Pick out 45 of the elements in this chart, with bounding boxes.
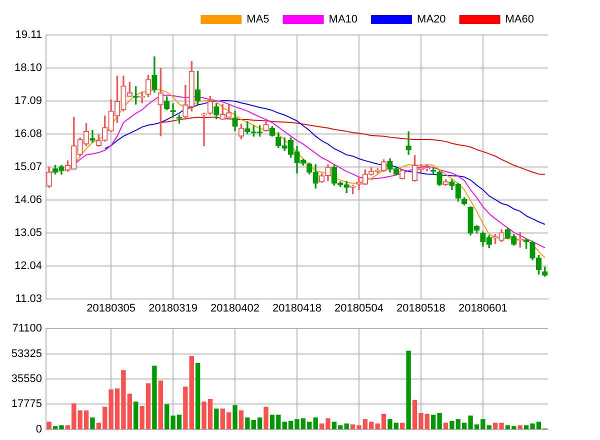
candlestick (244, 121, 250, 134)
candlestick (406, 131, 412, 155)
bar (46, 422, 52, 430)
bar (518, 425, 522, 430)
y-tick-label: 19.11 (15, 29, 42, 42)
legend-label: MA20 (417, 14, 446, 26)
y-tick-label: 71100 (12, 322, 42, 335)
y-tick-label: 14.06 (14, 194, 42, 206)
legend-label: MA10 (328, 14, 358, 26)
bar (214, 408, 219, 430)
y-tick-label: 13.05 (14, 226, 42, 239)
x-tick-label: 20180601 (458, 302, 508, 314)
bar (313, 417, 318, 430)
bar (264, 406, 268, 430)
y-tick-label: 15.07 (14, 160, 42, 173)
bar (152, 366, 157, 430)
y-tick-label: 12.04 (14, 260, 42, 272)
bar (400, 422, 405, 430)
y-tick-label: 18.10 (14, 62, 42, 74)
y-tick-label: 17.09 (14, 94, 42, 107)
bar (196, 363, 200, 430)
y-tick-label: 17775 (11, 398, 42, 410)
y-tick-label: 16.08 (14, 128, 42, 140)
y-tick-label: 0 (36, 423, 42, 436)
bar (158, 380, 163, 430)
candlestick (201, 112, 207, 146)
bar (406, 350, 411, 430)
x-tick-label: 20180504 (334, 302, 384, 314)
bar (134, 402, 138, 430)
x-tick-label: 20180402 (210, 302, 260, 314)
y-tick-label: 53325 (11, 348, 42, 360)
bar (443, 422, 448, 430)
legend-label: MA60 (505, 14, 534, 26)
y-tick-label: 35550 (11, 373, 42, 386)
bar (344, 424, 349, 430)
x-tick-label: 20180305 (86, 302, 136, 314)
x-tick-label: 20180319 (148, 302, 198, 314)
bar (238, 410, 244, 430)
legend-label: MA5 (246, 14, 270, 26)
y-tick-label: 11.03 (15, 292, 42, 305)
x-tick-label: 20180418 (272, 302, 322, 314)
bar (232, 405, 238, 430)
x-tick-label: 20180518 (396, 302, 446, 314)
candlestick (170, 103, 176, 118)
bar (90, 417, 95, 430)
